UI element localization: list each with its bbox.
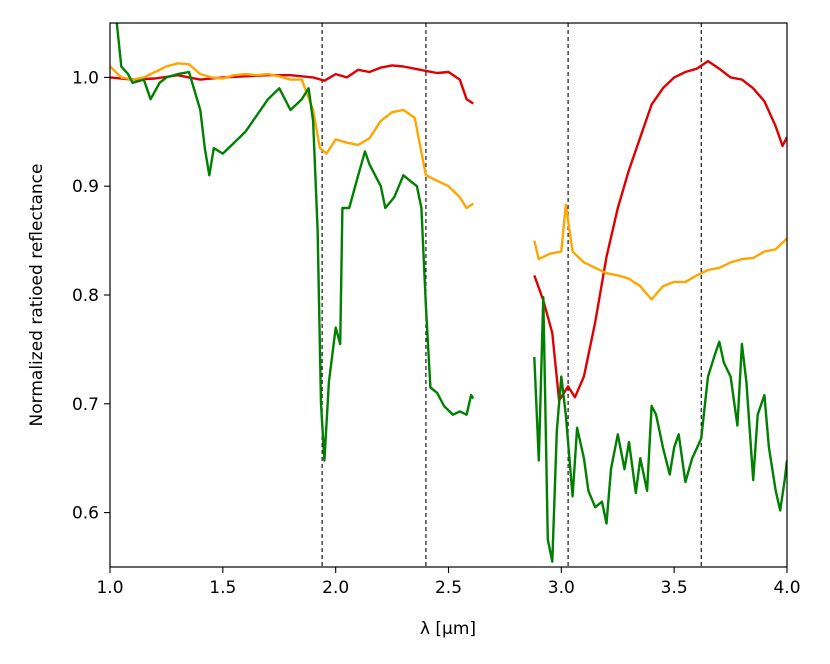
x-tick-label: 3.0 — [548, 578, 575, 598]
y-tick-label: 0.6 — [72, 504, 99, 524]
series-3-segment-1-line — [115, 23, 475, 462]
x-tick-label: 2.0 — [322, 578, 349, 598]
y-tick-label: 0.7 — [72, 395, 99, 415]
series-2-segment-2-line — [533, 203, 787, 301]
series-2-segment-1-line — [110, 62, 474, 210]
x-tick-label: 4.0 — [773, 578, 800, 598]
x-tick-label: 3.5 — [661, 578, 688, 598]
y-axis-label: Normalized ratioed reflectance — [27, 164, 47, 427]
x-axis-ticks: 1.0 1.5 2.0 2.5 3.0 3.5 4.0 — [96, 567, 801, 598]
x-tick-label: 1.0 — [96, 578, 123, 598]
data-series — [110, 23, 787, 563]
y-tick-label: 0.9 — [72, 177, 99, 197]
series-3-segment-2-line — [533, 296, 787, 563]
x-axis-label: λ [µm] — [420, 619, 476, 639]
series-1-segment-2-line — [533, 59, 787, 402]
y-tick-label: 0.8 — [72, 286, 99, 306]
y-axis-ticks: 0.6 0.7 0.8 0.9 1.0 — [72, 68, 110, 524]
x-tick-label: 1.5 — [209, 578, 236, 598]
x-tick-label: 2.5 — [435, 578, 462, 598]
y-tick-label: 1.0 — [72, 68, 99, 88]
